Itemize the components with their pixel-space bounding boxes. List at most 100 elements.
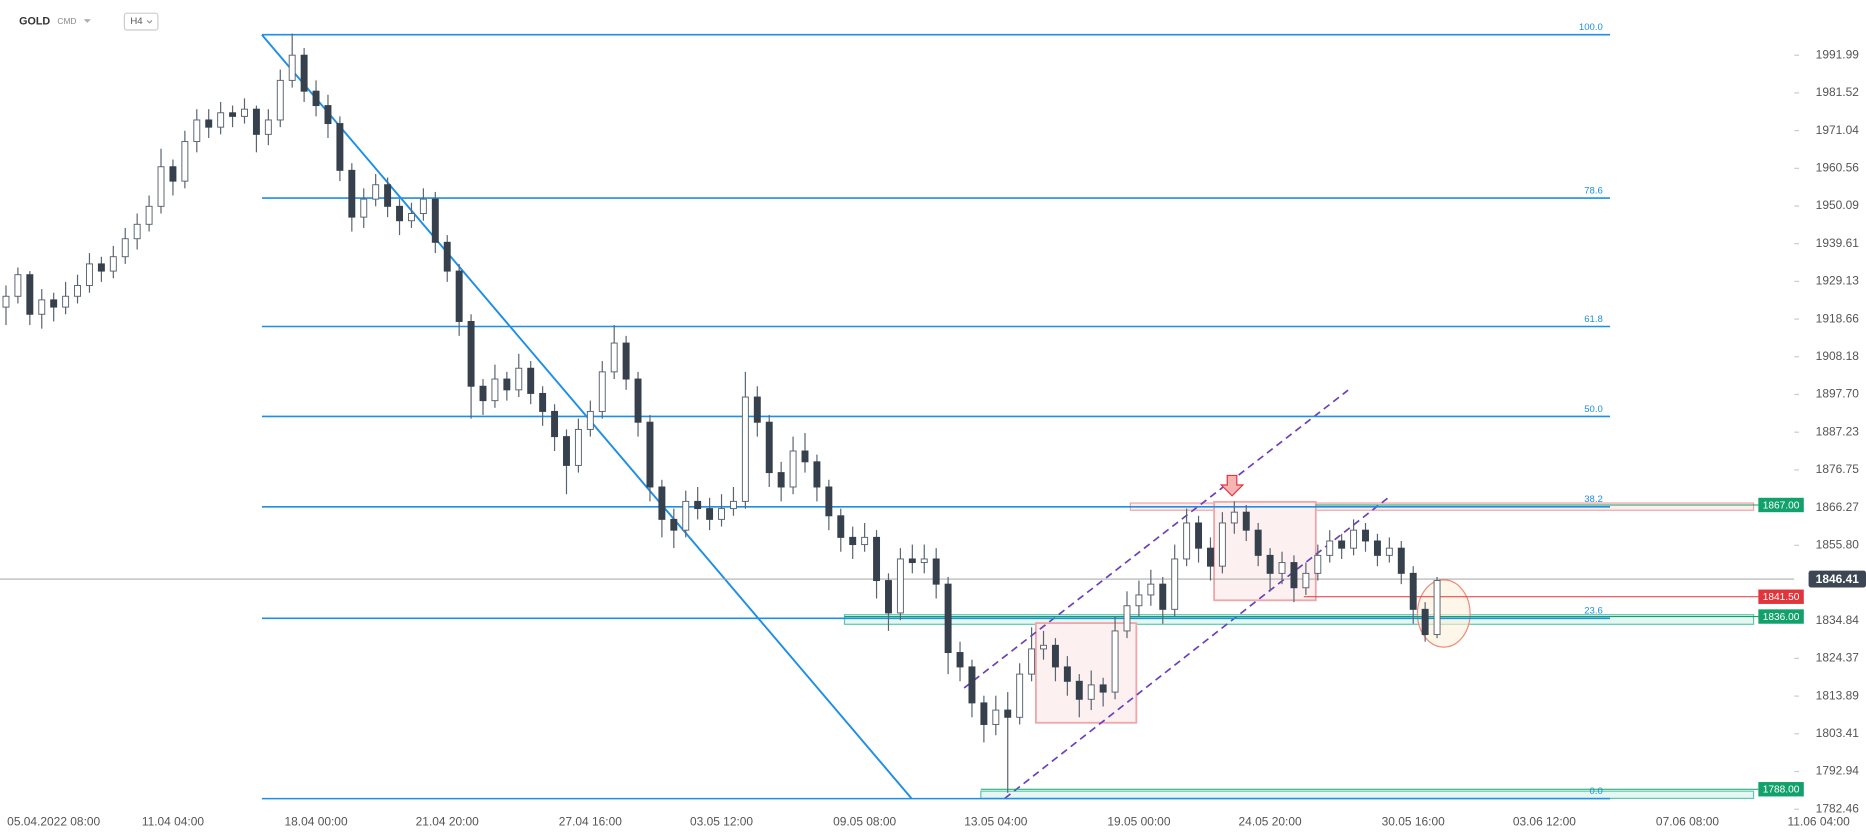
- channel-line: [1004, 497, 1389, 800]
- candle-body: [109, 256, 117, 272]
- candle-body: [50, 299, 58, 308]
- candle-body: [1195, 522, 1203, 549]
- level-tag-label: 1836.00: [1763, 612, 1800, 623]
- symbol[interactable]: GOLD: [19, 15, 50, 27]
- x-tick-label: 21.04 20:00: [416, 815, 479, 829]
- candle-body: [1111, 630, 1119, 693]
- candle-body: [896, 558, 904, 614]
- candle-body: [455, 270, 463, 322]
- candle-body: [861, 536, 869, 546]
- candle-body: [252, 108, 260, 135]
- candle-body: [765, 421, 773, 474]
- candle-body: [956, 652, 964, 668]
- candle-body: [1099, 684, 1107, 693]
- sell-arrow: [1219, 474, 1245, 497]
- timeframe[interactable]: H4: [130, 16, 143, 27]
- level-tag: [1758, 589, 1804, 604]
- candle-body: [1183, 522, 1191, 560]
- candle-body: [1385, 547, 1393, 556]
- x-tick-label: 13.05 04:00: [964, 815, 1027, 829]
- support-zone: [843, 614, 1755, 625]
- candle-body: [97, 263, 105, 272]
- candle-body: [491, 378, 499, 402]
- candle-body: [26, 274, 34, 315]
- candle-body: [1135, 594, 1143, 607]
- candle-body: [312, 90, 320, 107]
- candle-body: [706, 508, 714, 520]
- candle-body: [1433, 580, 1441, 636]
- candle-body: [718, 508, 725, 520]
- fib-label: 0.0: [1590, 786, 1603, 797]
- candle-body: [2, 295, 10, 308]
- timeframe-button[interactable]: [123, 12, 159, 31]
- x-tick-label: 05.04.2022 08:00: [7, 815, 100, 829]
- candle-body: [1409, 572, 1417, 610]
- y-tick-label: 1824.37: [1816, 651, 1860, 665]
- candle-body: [407, 213, 415, 222]
- candle-body: [276, 79, 284, 121]
- y-tick-label: 1918.66: [1816, 311, 1860, 325]
- candle-body: [539, 392, 547, 412]
- candle-body: [515, 367, 523, 391]
- pattern-box: [1213, 500, 1317, 602]
- candle-body: [324, 105, 332, 125]
- candle-body: [396, 205, 403, 222]
- y-tick-label: 1981.52: [1816, 85, 1860, 99]
- candle-body: [431, 198, 439, 243]
- candle-body: [1290, 562, 1298, 589]
- candle-body: [849, 536, 857, 546]
- candle-body: [503, 378, 511, 391]
- candle-body: [145, 205, 153, 225]
- candle-body: [551, 410, 559, 438]
- candle-body: [62, 295, 70, 308]
- candle-body: [658, 486, 666, 520]
- candle-body: [729, 500, 737, 510]
- candle-body: [217, 112, 225, 128]
- y-tick-label: 1991.99: [1816, 47, 1860, 61]
- candle-body: [1373, 540, 1381, 556]
- candle-body: [944, 583, 952, 653]
- candle-body: [1397, 547, 1405, 574]
- dropdown-icon[interactable]: [83, 19, 91, 23]
- level-tag: [1758, 609, 1804, 624]
- y-tick-label: 1960.56: [1816, 160, 1860, 174]
- y-tick-label: 1908.18: [1816, 349, 1860, 363]
- candle-body: [753, 396, 761, 423]
- candle-body: [586, 410, 594, 430]
- candle-body: [1338, 540, 1346, 549]
- candle-body: [741, 396, 749, 502]
- level-tag: [1758, 497, 1804, 513]
- candle-body: [38, 299, 46, 315]
- candle-body: [801, 450, 809, 463]
- market: CMD: [57, 16, 76, 26]
- y-tick-label: 1813.89: [1816, 688, 1860, 702]
- level-tag-label: 1788.00: [1763, 785, 1800, 796]
- level-tag-label: 1841.50: [1763, 592, 1800, 603]
- x-tick-label: 27.04 16:00: [559, 815, 622, 829]
- candle-body: [181, 141, 189, 182]
- candle-body: [133, 223, 141, 240]
- candle-body: [288, 54, 296, 81]
- candle-body: [1230, 511, 1238, 524]
- y-tick-label: 1866.27: [1816, 500, 1860, 514]
- candle-body: [169, 166, 177, 182]
- candle-body: [908, 558, 916, 564]
- y-tick-label: 1950.09: [1816, 198, 1860, 212]
- x-tick-label: 03.06 12:00: [1513, 815, 1576, 829]
- candle-body: [789, 450, 797, 488]
- candle-body: [1171, 558, 1179, 610]
- candle-body: [1016, 673, 1024, 718]
- channel-line: [963, 389, 1349, 689]
- candle-body: [74, 285, 82, 297]
- header: GOLD CMD H4: [19, 12, 159, 31]
- pattern-box: [1034, 622, 1138, 724]
- candle-body: [622, 342, 630, 380]
- candle-body: [300, 54, 308, 92]
- y-tick-label: 1939.61: [1816, 236, 1860, 250]
- fib-label: 38.2: [1584, 494, 1603, 505]
- dropdown-icon[interactable]: [146, 19, 153, 24]
- support-zone: [980, 790, 1755, 799]
- candle-body: [384, 184, 392, 207]
- x-tick-label: 07.06 08:00: [1656, 815, 1719, 829]
- candle-body: [1051, 644, 1059, 668]
